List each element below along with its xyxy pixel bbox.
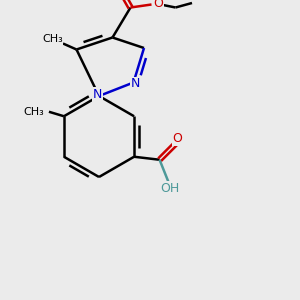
Text: N: N	[93, 88, 102, 101]
Text: CH₃: CH₃	[42, 34, 63, 44]
Text: N: N	[130, 77, 140, 91]
Text: CH₃: CH₃	[24, 107, 44, 117]
Text: O: O	[172, 132, 182, 145]
Text: OH: OH	[160, 182, 180, 195]
Text: O: O	[153, 0, 163, 10]
